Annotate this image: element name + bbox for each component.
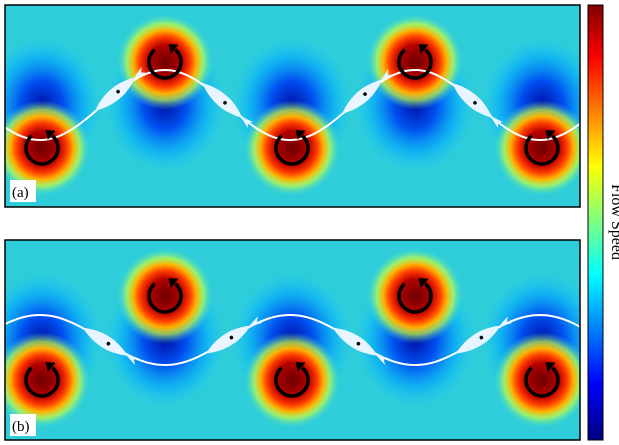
vortex-core [367, 248, 463, 344]
panel-label: (b) [12, 419, 30, 435]
vortex-core [367, 14, 463, 110]
panel-label: (a) [12, 185, 29, 201]
vortex-core [117, 248, 213, 344]
vortex-core [117, 14, 213, 110]
panel-b [0, 240, 604, 440]
vortex-core [494, 332, 590, 428]
panel-a [0, 5, 604, 207]
colorbar-label: Flow Speed [608, 184, 619, 260]
figure: (a) (b) Flow Speed [0, 0, 619, 445]
colorbar [588, 5, 603, 440]
vortex-core [244, 100, 340, 196]
vortex-core [244, 332, 340, 428]
vortex-core [494, 100, 590, 196]
